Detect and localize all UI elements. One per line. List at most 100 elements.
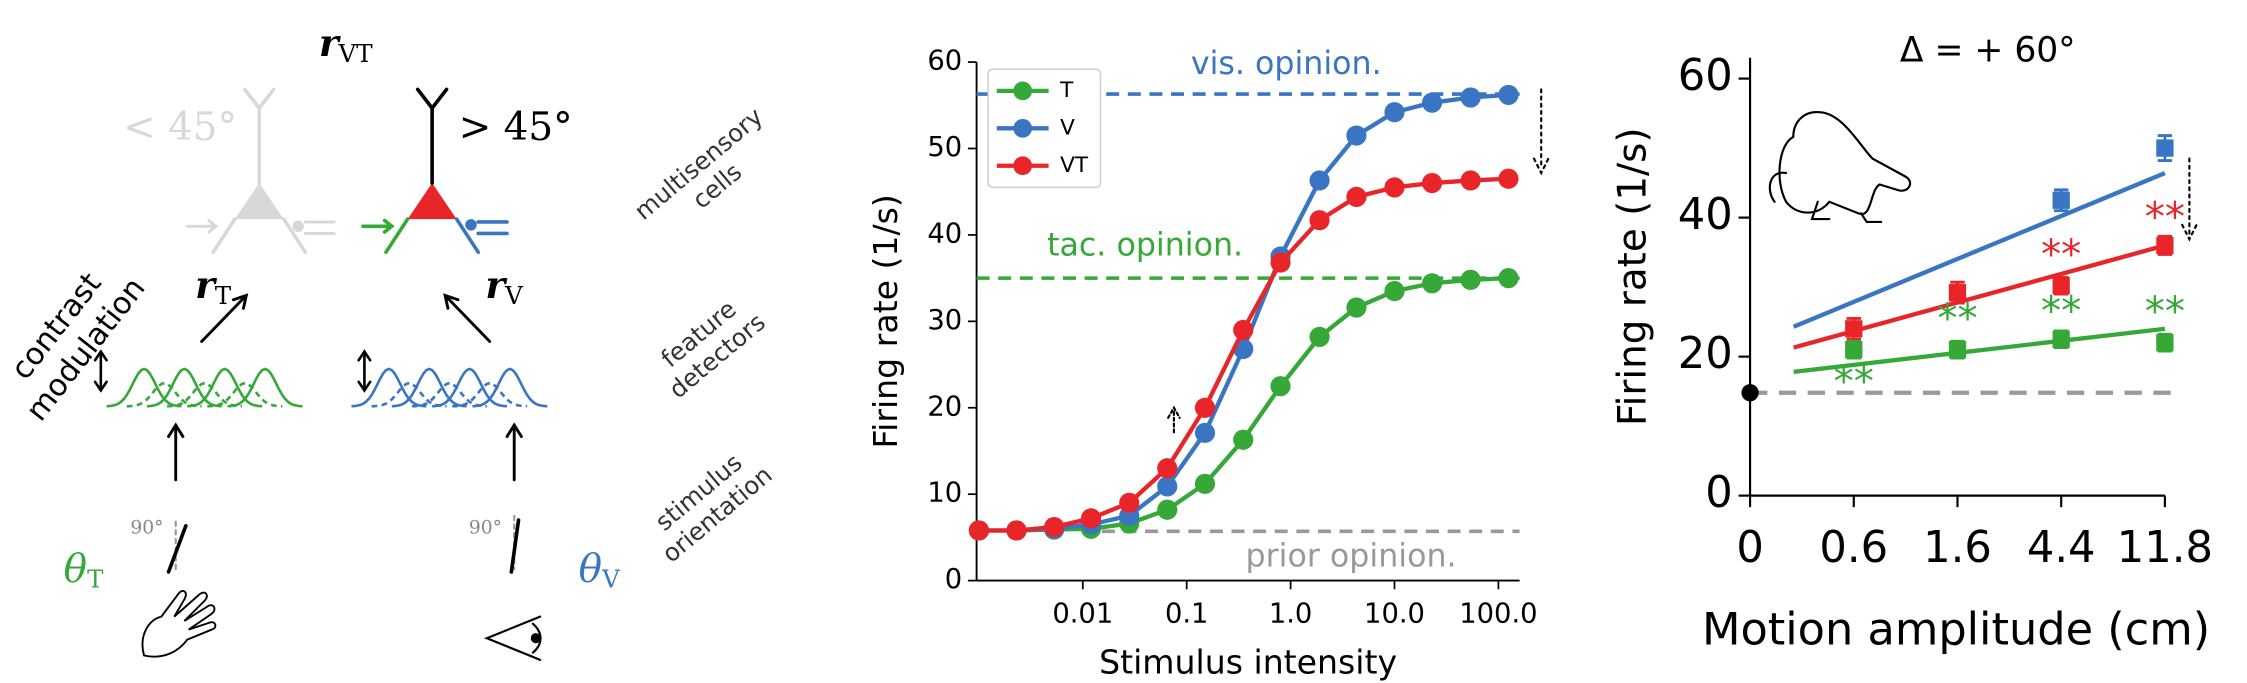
synapse: [185, 219, 336, 235]
output-label: rV: [485, 263, 524, 310]
symbol: r: [319, 21, 341, 65]
tuning-curve: [146, 367, 222, 408]
data-point: [1233, 319, 1254, 341]
neuron: [407, 183, 457, 220]
x-tick-label: 100.0: [1459, 599, 1537, 630]
y-tick-label: 40: [927, 218, 962, 249]
chart-title: Δ = + 60°: [1900, 30, 2076, 70]
data-point: [1233, 429, 1254, 450]
data-point: [1384, 281, 1405, 302]
significance-label: **: [1834, 358, 1874, 405]
data-point: [1421, 172, 1443, 194]
y-axis-label: Firing rate (1/s): [866, 194, 905, 448]
data-point: [1309, 210, 1330, 231]
data-point: [1498, 268, 1519, 289]
tuning-curve: [227, 367, 303, 408]
subscript: T: [87, 564, 104, 593]
hand-icon: [141, 590, 217, 658]
data-point: [1157, 499, 1178, 520]
axis: [975, 62, 1520, 582]
tuning-curve: [167, 381, 242, 408]
tuning-curve: [351, 367, 427, 408]
stage-label: feature detectors: [655, 294, 770, 404]
fit-line: [1793, 326, 2166, 375]
input-label: θV: [579, 547, 621, 593]
symbol: r: [485, 263, 507, 307]
angle-ref: 90°: [130, 518, 163, 539]
tuning-curve: [411, 381, 487, 408]
synapse-dot: [465, 219, 477, 231]
data-point: [1460, 269, 1481, 290]
tuning-curve: [126, 381, 202, 408]
tuning-curve: [187, 367, 263, 408]
symbol: θ: [579, 547, 602, 592]
data-point: [1498, 168, 1519, 189]
stage-label: stimulus orientation: [649, 448, 777, 569]
tuning-curve: [391, 367, 467, 408]
data-point: [1384, 177, 1405, 198]
data-point: [2156, 139, 2174, 157]
angle-ref: 90°: [469, 518, 502, 539]
data-point: [968, 520, 989, 541]
x-axis-label: Motion amplitude (cm): [1702, 603, 2210, 655]
y-tick-label: 10: [927, 478, 962, 509]
significance-label: **: [2041, 287, 2081, 334]
x-tick-label: 0.1: [1165, 599, 1209, 630]
data-point: [1080, 508, 1102, 529]
y-tick-label: 20: [1678, 329, 1733, 379]
data-point: [2052, 330, 2070, 348]
data-point: [1948, 284, 1967, 302]
y-tick-label: 0: [1705, 468, 1733, 518]
subscript: V: [504, 280, 524, 309]
tuning-curve: [452, 381, 528, 408]
data-point: [1119, 492, 1140, 513]
subscript: T: [215, 280, 232, 309]
y-axis-label: Firing rate (1/s): [1610, 127, 1655, 426]
dotted-arrow: [2181, 157, 2198, 242]
symbol: r: [195, 263, 217, 307]
tuning-curve: [106, 367, 182, 408]
neuron: [234, 183, 284, 220]
x-tick-label: 0.01: [1052, 599, 1113, 630]
data-point: [1421, 92, 1443, 113]
data-point: [1157, 476, 1178, 497]
fit-line: [1792, 171, 2166, 329]
orientation-bar: [166, 518, 521, 574]
symbol: θ: [64, 547, 87, 592]
series-line: [978, 275, 1509, 533]
dotted-arrow: [1167, 405, 1181, 434]
double-arrow: [93, 349, 372, 393]
data-point: [1006, 520, 1027, 541]
data-point: [1270, 376, 1291, 397]
x-tick-label: 1.6: [1923, 523, 1992, 573]
x-tick-label: 10.0: [1364, 599, 1425, 630]
input-label: θT: [64, 547, 104, 593]
data-point: [2156, 334, 2174, 352]
data-point: [1498, 84, 1519, 105]
tuning-curve: [207, 381, 283, 408]
significance-label: **: [2041, 231, 2081, 278]
data-point: [1194, 422, 1216, 443]
subscript: V: [601, 564, 621, 593]
x-axis-label: Stimulus intensity: [1099, 643, 1397, 682]
eye-pupil: [530, 633, 541, 644]
data-point: [1044, 516, 1065, 538]
data-point: [1460, 87, 1481, 108]
synapse-t: [361, 217, 410, 254]
data-point: [1460, 170, 1481, 191]
x-tick-label: 11.8: [2117, 523, 2213, 573]
x-tick-label: 1.0: [1269, 599, 1313, 630]
stage-label: multisensory cells: [629, 102, 769, 226]
y-tick-label: 60: [927, 46, 962, 77]
y-tick-label: 0: [945, 564, 962, 595]
y-tick-label: 50: [927, 132, 962, 163]
data-point: [1421, 273, 1443, 294]
data-point: [1309, 170, 1330, 191]
legend-label: T: [1059, 78, 1074, 103]
reference-label: vis. opinion.: [1191, 46, 1382, 82]
subscript: VT: [338, 38, 374, 67]
data-point: [1346, 125, 1367, 146]
tuning-curve: [472, 367, 548, 408]
dendrite: [415, 87, 449, 185]
